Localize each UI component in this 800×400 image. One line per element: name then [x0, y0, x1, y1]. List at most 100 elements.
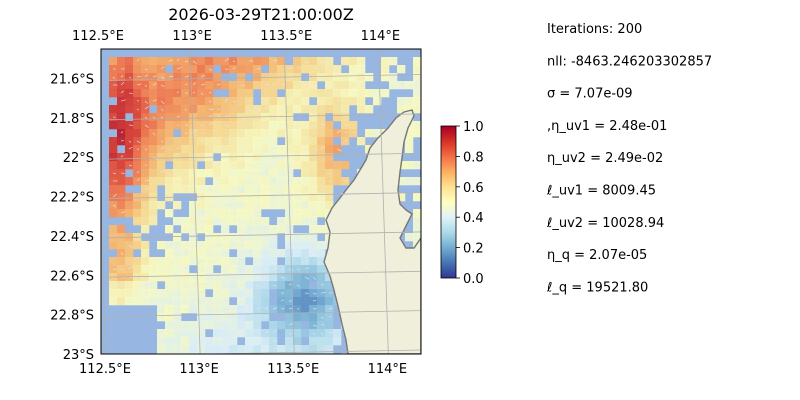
current-arrow: [240, 292, 244, 295]
field-cell: [301, 249, 310, 258]
field-cell: [133, 241, 142, 250]
field-cell: [213, 193, 222, 202]
field-cell: [229, 321, 238, 330]
stat-line: η_uv2 = 2.49e-02: [547, 151, 663, 166]
field-cell: [197, 241, 206, 250]
current-arrow: [152, 266, 157, 270]
field-cell: [293, 273, 302, 282]
field-cell: [165, 137, 174, 146]
current-arrow: [232, 188, 236, 191]
current-arrow: [208, 204, 212, 206]
field-cell: [309, 177, 318, 186]
current-arrow: [216, 147, 220, 150]
current-arrow: [304, 219, 309, 222]
current-arrow: [336, 148, 342, 152]
field-cell: [125, 105, 134, 114]
current-arrow: [200, 275, 204, 278]
x-tick-label-bottom: 114°E: [368, 362, 408, 377]
field-cell: [205, 313, 214, 322]
current-arrow: [201, 357, 203, 359]
current-arrow: [144, 291, 149, 294]
current-arrow: [120, 211, 126, 214]
field-cell: [277, 57, 286, 66]
current-arrow: [368, 107, 373, 110]
meridian-line: [283, 49, 295, 354]
current-arrow: [296, 196, 302, 201]
current-arrow: [240, 147, 246, 150]
field-cell: [293, 329, 302, 338]
current-arrow: [208, 68, 213, 71]
field-cell: [165, 345, 174, 354]
field-cell: [173, 153, 182, 162]
current-arrow: [336, 67, 342, 70]
current-vectors: [112, 57, 421, 359]
map-frame: [100, 48, 422, 355]
current-arrow: [184, 292, 190, 296]
field-cell: [285, 105, 294, 114]
field-cell: [413, 105, 421, 114]
y-tick-label: 22.8°S: [50, 309, 94, 324]
field-cell: [221, 289, 230, 298]
current-arrow: [200, 220, 206, 223]
field-cell: [269, 65, 278, 74]
field-cell: [205, 209, 214, 218]
field-cell: [301, 313, 310, 322]
field-cell: [189, 257, 198, 266]
current-arrow: [264, 275, 267, 278]
field-cell: [133, 121, 142, 130]
field-cell: [237, 89, 246, 98]
current-arrow: [152, 292, 157, 295]
current-arrow: [240, 300, 245, 304]
colorbar-tick-label: 0.6: [463, 181, 484, 196]
field-cell: [213, 217, 222, 226]
field-cell: [141, 265, 150, 274]
current-arrow: [208, 108, 214, 111]
field-cell: [133, 257, 142, 266]
field-cell: [213, 57, 222, 66]
current-arrow: [200, 124, 204, 127]
field-cell: [413, 233, 421, 242]
current-arrow: [264, 244, 268, 247]
field-cell: [293, 297, 302, 306]
current-arrow: [344, 179, 349, 182]
parallel-line: [101, 152, 421, 160]
meridian-line: [189, 49, 201, 354]
stat-line: η_q = 2.07e-05: [547, 248, 647, 263]
current-arrow: [280, 299, 285, 302]
field-cell: [109, 121, 118, 130]
current-arrow: [272, 284, 277, 287]
current-arrow: [312, 236, 317, 239]
field-cell: [173, 241, 182, 250]
current-arrow: [160, 108, 164, 112]
current-arrow: [216, 115, 220, 118]
field-cell: [325, 297, 334, 306]
field-cell: [165, 105, 174, 114]
field-cell: [221, 241, 230, 250]
current-arrow: [192, 299, 196, 302]
field-cell: [325, 121, 334, 130]
field-cell: [277, 225, 286, 234]
current-arrow: [272, 196, 278, 199]
field-cell: [301, 297, 310, 306]
current-arrow: [144, 100, 148, 104]
current-arrow: [400, 108, 404, 111]
current-arrow: [400, 82, 406, 86]
current-arrow: [224, 148, 229, 151]
field-cell: [213, 249, 222, 258]
current-arrow: [144, 106, 149, 110]
field-cell: [341, 105, 350, 114]
field-cell: [309, 193, 318, 202]
current-arrow: [312, 300, 317, 302]
x-tick-label-bottom: 113.5°E: [267, 362, 319, 377]
field-cell: [285, 233, 294, 242]
field-cell: [205, 249, 214, 258]
current-arrow: [208, 115, 213, 118]
field-cell: [109, 153, 118, 162]
current-arrow: [160, 316, 164, 319]
current-arrow: [264, 330, 270, 334]
current-arrow: [168, 155, 171, 158]
current-arrow: [128, 92, 133, 94]
field-cell: [157, 121, 166, 130]
current-arrow: [192, 283, 196, 286]
field-cell: [165, 225, 174, 234]
